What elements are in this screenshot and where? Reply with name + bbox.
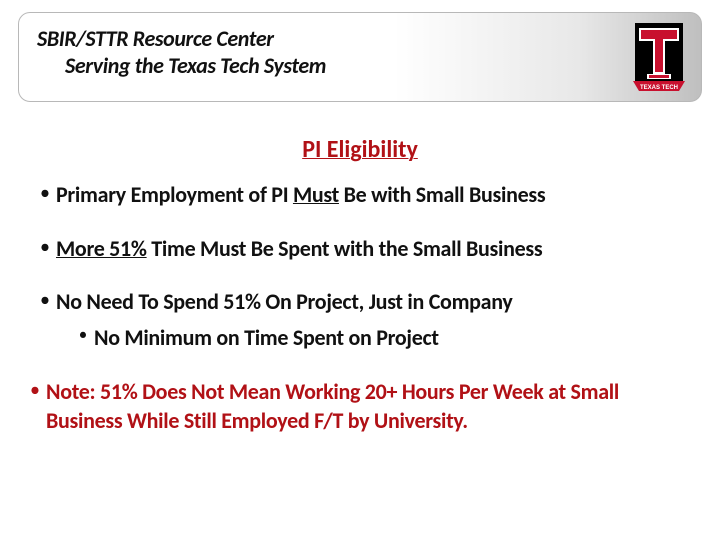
bullet-2: • More 51% Time Must Be Spent with the S… bbox=[34, 234, 686, 264]
bullet-dot: • bbox=[34, 180, 56, 207]
content-area: • Primary Employment of PI Must Be with … bbox=[34, 180, 686, 460]
bullet-2-underlined: More 51% bbox=[56, 235, 147, 262]
bullet-1-suffix: Be with Small Business bbox=[339, 181, 545, 208]
slide-title: PI Eligibility bbox=[0, 135, 720, 165]
bullet-3-sub: • No Minimum on Time Spent on Project bbox=[72, 323, 686, 353]
bullet-1: • Primary Employment of PI Must Be with … bbox=[34, 180, 686, 210]
bullet-dot: • bbox=[34, 234, 56, 261]
bullet-1-prefix: Primary Employment of PI bbox=[56, 181, 293, 208]
header-line2: Serving the Texas Tech System bbox=[65, 52, 683, 79]
bullet-dot: • bbox=[24, 377, 46, 404]
sub-bullet-dot: • bbox=[72, 323, 94, 348]
header-box: SBIR/STTR Resource Center Serving the Te… bbox=[18, 12, 702, 102]
bullet-1-text: Primary Employment of PI Must Be with Sm… bbox=[56, 180, 545, 210]
bullet-2-suffix: Time Must Be Spent with the Small Busine… bbox=[147, 235, 543, 262]
svg-text:TEXAS TECH: TEXAS TECH bbox=[640, 85, 678, 91]
bullet-3: • No Need To Spend 51% On Project, Just … bbox=[34, 287, 686, 317]
bullet-3-sub-text: No Minimum on Time Spent on Project bbox=[94, 323, 439, 353]
bullet-3-text: No Need To Spend 51% On Project, Just in… bbox=[56, 287, 512, 317]
note-text: Note: 51% Does Not Mean Working 20+ Hour… bbox=[46, 377, 686, 436]
bullet-note: • Note: 51% Does Not Mean Working 20+ Ho… bbox=[24, 377, 686, 436]
slide-title-text: PI Eligibility bbox=[302, 135, 418, 164]
texas-tech-logo: TEXAS TECH bbox=[629, 19, 689, 95]
header-line1: SBIR/STTR Resource Center bbox=[37, 25, 683, 52]
bullet-2-text: More 51% Time Must Be Spent with the Sma… bbox=[56, 234, 542, 264]
bullet-dot: • bbox=[34, 287, 56, 314]
bullet-1-underlined: Must bbox=[293, 181, 339, 208]
